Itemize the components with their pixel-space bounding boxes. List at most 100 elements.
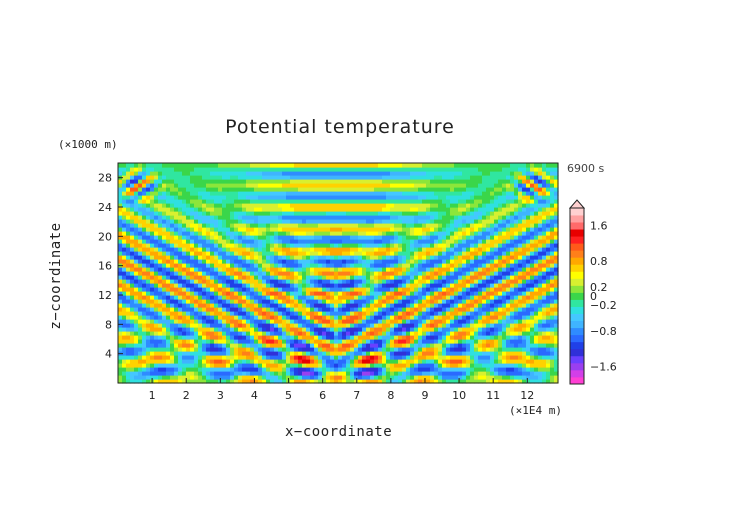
heatmap-cell (238, 339, 243, 344)
heatmap-cell (286, 163, 291, 168)
heatmap-cell (134, 371, 139, 376)
heatmap-cell (166, 307, 171, 312)
heatmap-cell (478, 355, 483, 360)
heatmap-cell (286, 219, 291, 224)
heatmap-cell (278, 375, 283, 380)
heatmap-cell (298, 355, 303, 360)
heatmap-cell (150, 255, 155, 260)
heatmap-cell (278, 367, 283, 372)
heatmap-cell (146, 303, 151, 308)
heatmap-cell (326, 283, 331, 288)
heatmap-cell (126, 303, 131, 308)
heatmap-cell (358, 235, 363, 240)
heatmap-cell (190, 267, 195, 272)
heatmap-cell (258, 371, 263, 376)
heatmap-cell (302, 243, 307, 248)
heatmap-cell (190, 291, 195, 296)
heatmap-cell (262, 343, 267, 348)
heatmap-cell (378, 163, 383, 168)
heatmap-cell (302, 295, 307, 300)
heatmap-cell (194, 179, 199, 184)
heatmap-cell (190, 271, 195, 276)
heatmap-cell (162, 231, 167, 236)
heatmap-cell (454, 287, 459, 292)
heatmap-cell (170, 307, 175, 312)
heatmap-cell (254, 323, 259, 328)
heatmap-cell (134, 287, 139, 292)
heatmap-cell (266, 215, 271, 220)
heatmap-cell (142, 331, 147, 336)
heatmap-cell (202, 347, 207, 352)
heatmap-cell (190, 311, 195, 316)
heatmap-cell (422, 171, 427, 176)
heatmap-cell (318, 291, 323, 296)
heatmap-cell (194, 359, 199, 364)
heatmap-cell (274, 311, 279, 316)
heatmap-cell (286, 239, 291, 244)
heatmap-cell (302, 179, 307, 184)
heatmap-cell (286, 259, 291, 264)
heatmap-cell (202, 243, 207, 248)
heatmap-cell (386, 167, 391, 172)
heatmap-cell (258, 231, 263, 236)
heatmap-cell (250, 271, 255, 276)
heatmap-cell (402, 315, 407, 320)
heatmap-cell (474, 275, 479, 280)
heatmap-cell (170, 291, 175, 296)
heatmap-cell (214, 371, 219, 376)
heatmap-cell (294, 231, 299, 236)
heatmap-cell (330, 203, 335, 208)
heatmap-cell (206, 235, 211, 240)
heatmap-cell (466, 203, 471, 208)
heatmap-cell (134, 199, 139, 204)
heatmap-cell (258, 319, 263, 324)
heatmap-cell (438, 187, 443, 192)
heatmap-cell (334, 303, 339, 308)
heatmap-cell (414, 327, 419, 332)
heatmap-cell (450, 343, 455, 348)
heatmap-cell (422, 227, 427, 232)
heatmap-cell (254, 207, 259, 212)
heatmap-cell (154, 363, 159, 368)
heatmap-cell (298, 259, 303, 264)
heatmap-cell (290, 311, 295, 316)
heatmap-cell (286, 207, 291, 212)
heatmap-cell (278, 247, 283, 252)
heatmap-cell (434, 163, 439, 168)
heatmap-cell (410, 243, 415, 248)
heatmap-cell (446, 239, 451, 244)
heatmap-cell (158, 223, 163, 228)
heatmap-cell (406, 287, 411, 292)
heatmap-cell (302, 347, 307, 352)
heatmap-cell (250, 223, 255, 228)
heatmap-cell (174, 335, 179, 340)
heatmap-cell (402, 219, 407, 224)
heatmap-cell (318, 171, 323, 176)
heatmap-cell (182, 239, 187, 244)
heatmap-cell (414, 315, 419, 320)
heatmap-cell (122, 267, 127, 272)
heatmap-cell (434, 183, 439, 188)
heatmap-cell (418, 367, 423, 372)
heatmap-cell (326, 255, 331, 260)
heatmap-cell (218, 231, 223, 236)
heatmap-cell (162, 303, 167, 308)
heatmap-cell (142, 291, 147, 296)
heatmap-cell (194, 375, 199, 380)
heatmap-cell (466, 303, 471, 308)
heatmap-cell (438, 343, 443, 348)
heatmap-cell (446, 163, 451, 168)
heatmap-cell (246, 379, 251, 384)
heatmap-cell (326, 363, 331, 368)
heatmap-cell (358, 179, 363, 184)
heatmap-cell (178, 239, 183, 244)
heatmap-cell (178, 175, 183, 180)
heatmap-cell (354, 299, 359, 304)
heatmap-cell (450, 303, 455, 308)
heatmap-cell (414, 223, 419, 228)
heatmap-cell (370, 315, 375, 320)
heatmap-cell (242, 255, 247, 260)
heatmap-cell (282, 207, 287, 212)
heatmap-cell (310, 283, 315, 288)
heatmap-cell (398, 179, 403, 184)
